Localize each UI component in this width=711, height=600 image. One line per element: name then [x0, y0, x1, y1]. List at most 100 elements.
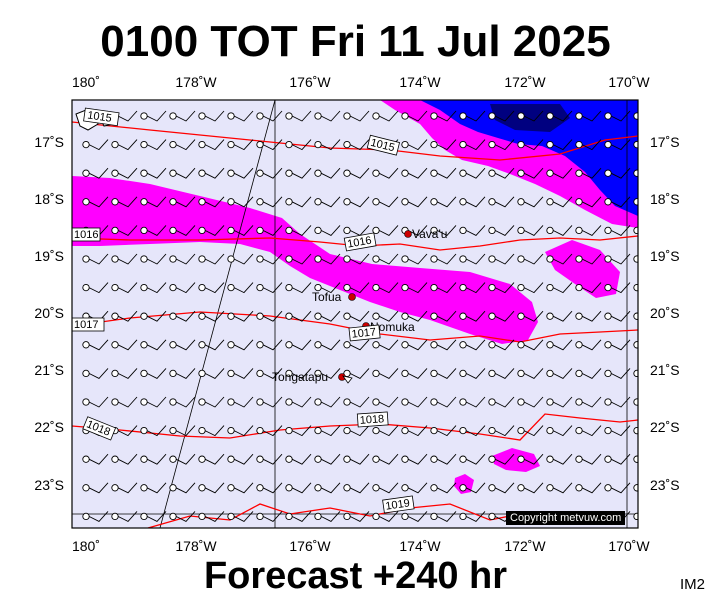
wind-station [82, 455, 90, 463]
wind-barb [494, 253, 515, 265]
wind-barb [436, 139, 457, 151]
wind-barb [552, 425, 573, 437]
wind-station [82, 512, 90, 521]
wind-station [488, 283, 496, 292]
wind-barb [640, 483, 659, 493]
wind-barb [349, 511, 370, 522]
wind-barb [117, 310, 138, 322]
wind-barb [146, 396, 167, 408]
wind-barb [88, 396, 109, 408]
wind-station [546, 455, 554, 463]
wind-barb [291, 253, 312, 265]
wind-station [372, 455, 380, 463]
wind-station [372, 312, 380, 320]
isobar-label: 1015 [83, 107, 120, 127]
wind-station [314, 226, 322, 235]
wind-barb [494, 282, 515, 294]
wind-barb [349, 453, 370, 465]
svg-text:1017: 1017 [74, 319, 98, 331]
wind-barb [204, 196, 225, 208]
wind-barb [523, 282, 544, 294]
wind-station [604, 484, 612, 492]
lat-tick-left: 18˚S [34, 191, 64, 207]
wind-barb [204, 482, 225, 494]
wind-station [140, 312, 148, 320]
wind-barb [117, 511, 138, 522]
wind-barb [552, 110, 573, 122]
lat-tick-left: 19˚S [34, 248, 64, 264]
isobar-1016 [72, 235, 638, 251]
wind-barb [640, 225, 659, 235]
wind-station [633, 426, 638, 435]
wind-barb [523, 110, 544, 122]
wind-barb [320, 425, 341, 437]
wind-station [227, 112, 235, 120]
wind-barb [320, 167, 341, 179]
wind-station [227, 455, 235, 463]
wind-barb [494, 425, 515, 437]
wind-station [227, 398, 235, 406]
wind-station [604, 283, 612, 292]
wind-station [633, 341, 638, 349]
wind-station [198, 169, 206, 177]
wind-barb [320, 482, 341, 494]
wind-barb [378, 282, 399, 294]
wind-barb [465, 282, 486, 294]
wind-barb [175, 167, 196, 179]
lon-tick-bottom: 176˚W [289, 538, 331, 554]
wind-barb [262, 339, 283, 351]
wind-barb [407, 453, 428, 465]
wind-station [285, 426, 293, 435]
wind-barb [349, 482, 370, 494]
wind-station [488, 312, 496, 320]
wind-station [488, 140, 496, 149]
wind-station [343, 140, 351, 149]
isobar-label: 1017 [348, 324, 381, 342]
wind-barb [88, 339, 109, 351]
wind-station [401, 512, 409, 521]
wind-barb [610, 196, 631, 208]
isobar-1018 [72, 413, 638, 441]
wind-station [604, 312, 612, 320]
wind-station [227, 169, 235, 177]
wind-barb [407, 425, 428, 437]
wind-station [140, 369, 148, 378]
wind-barb [378, 368, 399, 379]
wind-station [488, 341, 496, 349]
wind-barb [494, 110, 515, 122]
wind-station [372, 198, 380, 206]
wind-barb [88, 453, 109, 465]
wind-station [372, 169, 380, 177]
wind-station [314, 484, 322, 492]
wind-barb [640, 340, 659, 350]
wind-station [517, 169, 525, 177]
wind-station [256, 484, 264, 492]
rain-shower-southeast [492, 448, 540, 472]
wind-station [343, 112, 351, 120]
wind-station [459, 140, 467, 149]
wind-barb [494, 482, 515, 494]
wind-station [575, 484, 583, 492]
wind-barb [233, 110, 254, 122]
wind-station [198, 283, 206, 292]
wind-barb [640, 511, 659, 521]
wind-station [372, 369, 380, 378]
wind-station [401, 341, 409, 349]
wind-barb [349, 139, 370, 151]
wind-barb [204, 225, 225, 236]
wind-barb [523, 167, 544, 179]
wind-station [256, 198, 264, 206]
wind-barb [465, 511, 486, 522]
wind-barb [320, 110, 341, 122]
wind-barb [436, 310, 457, 322]
wind-station [111, 169, 119, 177]
wind-station [82, 283, 90, 292]
wind-barb [175, 196, 196, 208]
wind-barb [465, 482, 486, 494]
wind-station [111, 512, 119, 521]
wind-station [314, 283, 322, 292]
wind-station [575, 198, 583, 206]
wind-barb [146, 511, 167, 522]
wind-barb [320, 339, 341, 351]
